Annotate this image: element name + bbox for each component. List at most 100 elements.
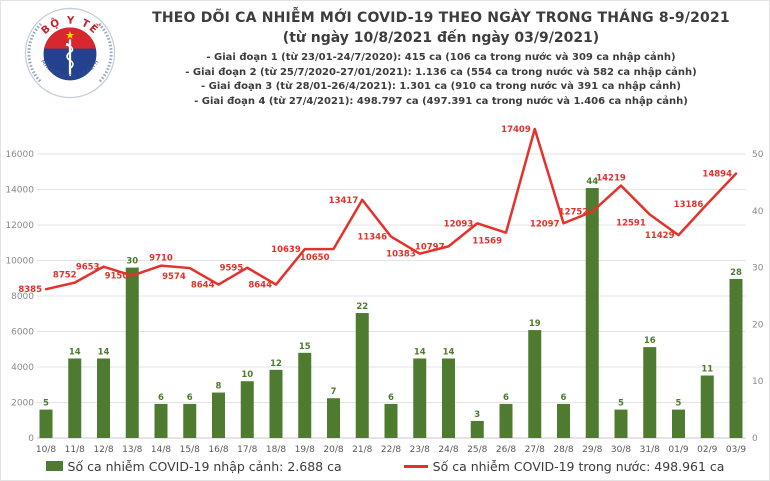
chart-legend: Số ca nhiễm COVID-19 nhập cảnh: 2.688 ca… bbox=[1, 453, 769, 479]
x-axis-label: 29/8 bbox=[582, 445, 602, 455]
right-axis-label: 40 bbox=[752, 207, 764, 217]
bar-label: 8 bbox=[216, 382, 222, 392]
left-axis-label: 8000 bbox=[11, 292, 34, 302]
bar-label: 6 bbox=[561, 393, 567, 403]
bar-label: 30 bbox=[126, 257, 138, 267]
phase-4-line: - Giai đoạn 4 (từ 27/4/2021): 498.797 ca… bbox=[194, 95, 688, 107]
x-axis-label: 12/8 bbox=[93, 445, 113, 455]
chart-area: 0 2000 4000 6000 8000 10000 12000 14000 16000 0 10… bbox=[1, 123, 769, 459]
x-axis-label: 13/8 bbox=[122, 445, 142, 455]
line-point-label: 12591 bbox=[616, 219, 646, 229]
line-point-label: 8644 bbox=[248, 281, 272, 291]
logo-red-cap bbox=[43, 27, 97, 49]
bar-label: 14 bbox=[443, 347, 455, 357]
x-axis-label: 20/8 bbox=[323, 445, 343, 455]
bar-label: 44 bbox=[586, 177, 598, 187]
phase-1-line: - Giai đoạn 1 (từ 23/01-24/7/2020): 415 … bbox=[206, 52, 676, 63]
x-axis-label: 24/8 bbox=[438, 445, 458, 455]
bar bbox=[355, 313, 369, 438]
bar bbox=[700, 375, 714, 438]
domestic-cases-line bbox=[44, 127, 738, 291]
bar-label: 19 bbox=[529, 319, 541, 329]
legend-domestic-label: Số ca nhiễm COVID-19 trong nước: 498.961… bbox=[432, 458, 725, 474]
bar-label: 6 bbox=[158, 393, 164, 403]
line-point-label: 9595 bbox=[220, 264, 244, 274]
bar bbox=[413, 358, 427, 438]
moh-logo-graphic: BỘ Y TẾ MINISTRY OF HEALTH bbox=[24, 7, 116, 99]
bar-label: 7 bbox=[331, 387, 337, 397]
left-axis-label: 2000 bbox=[11, 399, 34, 409]
bar-label: 12 bbox=[270, 359, 282, 369]
bar-label: 14 bbox=[98, 347, 110, 357]
bar-label: 15 bbox=[299, 342, 311, 352]
right-axis-label: 0 bbox=[752, 434, 758, 444]
line-point-label: 13417 bbox=[329, 196, 359, 206]
line-point-label: 8644 bbox=[191, 281, 215, 291]
bar-label: 11 bbox=[701, 365, 713, 375]
bar bbox=[154, 403, 168, 438]
line-point-label: 9710 bbox=[149, 254, 173, 264]
left-axis-label: 14000 bbox=[5, 186, 34, 196]
line-point-label: 17409 bbox=[501, 125, 531, 135]
covid-combo-chart: 0200040006000800010000120001400016000010… bbox=[5, 125, 764, 455]
line-point-label: 13186 bbox=[674, 200, 704, 210]
chart-header: THEO DÕI CA NHIỄM MỚI COVID-19 THEO NGÀY… bbox=[119, 9, 763, 109]
line-point-label: 9653 bbox=[76, 263, 100, 273]
bar bbox=[614, 409, 628, 438]
bar bbox=[729, 278, 743, 438]
laurel-left bbox=[27, 22, 42, 84]
right-axis-label: 10 bbox=[752, 377, 764, 387]
right-axis-label: 50 bbox=[752, 150, 764, 160]
bar-label: 3 bbox=[474, 410, 480, 420]
left-axis-label: 4000 bbox=[11, 363, 34, 373]
bar-label: 22 bbox=[356, 302, 368, 312]
x-axis-label: 18/8 bbox=[266, 445, 286, 455]
bar-label: 6 bbox=[187, 393, 193, 403]
x-axis-label: 15/8 bbox=[180, 445, 200, 455]
bar bbox=[470, 420, 484, 438]
right-axis-label: 30 bbox=[752, 264, 764, 274]
bar bbox=[269, 369, 283, 438]
bar-series-swatch bbox=[45, 461, 63, 471]
bar bbox=[384, 403, 398, 438]
bar bbox=[298, 352, 312, 438]
line-point-label: 9150 bbox=[105, 272, 129, 282]
left-axis-label: 12000 bbox=[5, 221, 34, 231]
line-point-label: 11346 bbox=[357, 233, 387, 243]
phase-2-line: - Giai đoạn 2 (từ 25/7/2020-27/01/2021):… bbox=[185, 66, 697, 78]
bar bbox=[39, 409, 53, 438]
line-point-label: 11569 bbox=[472, 237, 502, 247]
left-axis-label: 10000 bbox=[5, 257, 34, 267]
line-point-label: 10639 bbox=[271, 245, 301, 255]
line-point-label: 12752 bbox=[559, 208, 589, 218]
bar bbox=[528, 330, 542, 438]
x-axis-label: 27/8 bbox=[525, 445, 545, 455]
line-point-label: 11429 bbox=[645, 231, 675, 241]
bar-label: 5 bbox=[43, 399, 49, 409]
line-point-label: 14219 bbox=[596, 174, 626, 184]
legend-imported-label: Số ca nhiễm COVID-19 nhập cảnh: 2.688 ca bbox=[67, 458, 342, 474]
bar-label: 10 bbox=[241, 370, 253, 380]
bar-label: 16 bbox=[644, 336, 656, 346]
bar bbox=[499, 403, 513, 438]
line-point-label: 10650 bbox=[300, 253, 330, 263]
bar bbox=[327, 398, 340, 438]
bar bbox=[240, 381, 254, 438]
left-axis-label: 0 bbox=[28, 434, 34, 444]
x-axis-label: 21/8 bbox=[352, 445, 372, 455]
x-axis-label: 22/8 bbox=[381, 445, 401, 455]
chart-subtitle: (từ ngày 10/8/2021 đến ngày 03/9/2021) bbox=[282, 30, 600, 46]
x-axis-label: 31/8 bbox=[640, 445, 660, 455]
x-axis-label: 30/8 bbox=[611, 445, 631, 455]
x-axis-label: 01/9 bbox=[668, 445, 688, 455]
bar-label: 5 bbox=[618, 399, 624, 409]
x-axis-label: 11/8 bbox=[65, 445, 85, 455]
left-axis-label: 16000 bbox=[5, 150, 34, 160]
bar bbox=[643, 347, 657, 438]
x-axis-label: 23/8 bbox=[410, 445, 430, 455]
bar-label: 5 bbox=[676, 399, 682, 409]
bar-label: 6 bbox=[388, 393, 394, 403]
line-series-swatch bbox=[403, 464, 428, 468]
bar-label: 14 bbox=[414, 347, 426, 357]
